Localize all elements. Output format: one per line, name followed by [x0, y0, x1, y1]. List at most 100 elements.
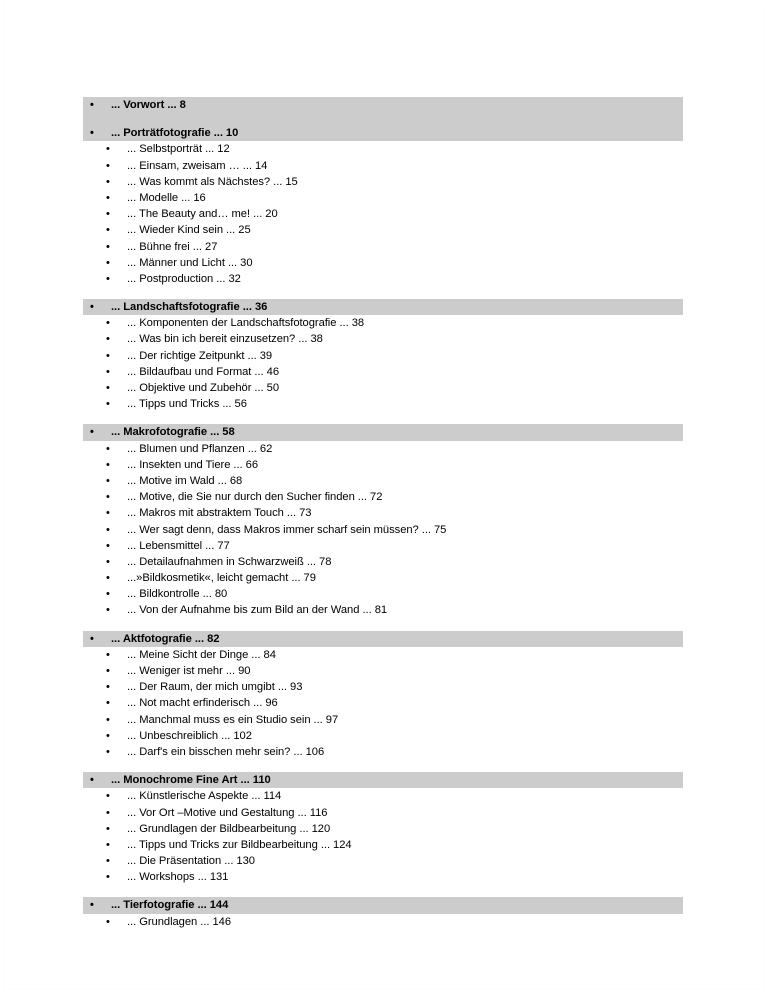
bullet-icon: •	[90, 899, 94, 912]
toc-entry-level2-label: ... Einsam, zweisam … ... 14	[127, 159, 268, 172]
bullet-icon: •	[106, 317, 110, 330]
toc-entry-level2[interactable]: • ... Komponenten der Landschaftsfotograf…	[83, 315, 683, 331]
toc-entry-level2-label: ... Lebensmittel ... 77	[127, 539, 230, 552]
section-highlight-band: • ... Tierfotografie ... 144	[83, 897, 683, 914]
toc-entry-level2-label: ... Postproduction ... 32	[127, 272, 241, 285]
toc-entry-level2-label: ... Vor Ort –Motive und Gestaltung ... 1…	[127, 806, 328, 819]
toc-entry-level2[interactable]: • ... Bildaufbau und Format ... 46	[83, 364, 683, 380]
toc-entry-level2-label: ... Modelle ... 16	[127, 191, 206, 204]
toc-entry-level2-label: ... Blumen und Pflanzen ... 62	[127, 442, 273, 455]
bullet-icon: •	[90, 301, 94, 314]
bullet-icon: •	[106, 745, 110, 758]
toc-entry-level2[interactable]: • ... Was kommt als Nächstes? ... 15	[83, 174, 683, 190]
toc-entry-level2[interactable]: • ... Meine Sicht der Dinge ... 84	[83, 647, 683, 663]
bullet-icon: •	[106, 507, 110, 520]
toc-entry-level2-label: ... Tipps und Tricks ... 56	[127, 398, 247, 411]
toc-entry-level2-label: ... Bühne frei ... 27	[127, 240, 218, 253]
toc-entry-level1[interactable]: • ... Landschaftsfotografie ... 36	[83, 299, 683, 315]
toc-entry-level2[interactable]: • ... Darf's ein bisschen mehr sein? ... …	[83, 744, 683, 760]
bullet-icon: •	[106, 915, 110, 928]
toc-entry-level2[interactable]: • ... Motive, die Sie nur durch den Suche…	[83, 489, 683, 505]
toc-entry-level2[interactable]: • ... Einsam, zweisam … ... 14	[83, 158, 683, 174]
toc-entry-level2[interactable]: • ... Was bin ich bereit einzusetzen? ...…	[83, 331, 683, 347]
toc-entry-level1-label: ... Landschaftsfotografie ... 36	[111, 301, 268, 314]
toc-entry-level2-label: ... Insekten und Tiere ... 66	[127, 458, 259, 471]
toc-entry-level2[interactable]: • ... Modelle ... 16	[83, 190, 683, 206]
toc-entry-level1[interactable]: • ... Vorwort ... 8	[83, 97, 683, 113]
toc-entry-level1[interactable]: • ... Tierfotografie ... 144	[83, 897, 683, 913]
toc-entry-level2-label: ... Der Raum, der mich umgibt ... 93	[127, 681, 303, 694]
toc-entry-level2[interactable]: • ... Lebensmittel ... 77	[83, 538, 683, 554]
toc-entry-level2-label: ... Darf's ein bisschen mehr sein? ... 1…	[127, 745, 325, 758]
toc-entry-level2[interactable]: • ... Insekten und Tiere ... 66	[83, 457, 683, 473]
toc-entry-level2[interactable]: • ... The Beauty and… me! ... 20	[83, 206, 683, 222]
bullet-icon: •	[106, 871, 110, 884]
section-gap	[83, 287, 683, 299]
toc-entry-level2[interactable]: • ... Künstlerische Aspekte ... 114	[83, 788, 683, 804]
toc-entry-level2[interactable]: • ... Manchmal muss es ein Studio sein ..…	[83, 712, 683, 728]
section-highlight-band: • ... Vorwort ... 8 • ... Porträtfotografie…	[83, 97, 683, 142]
toc-entry-level2[interactable]: • ... Die Präsentation ... 130	[83, 853, 683, 869]
bullet-icon: •	[106, 240, 110, 253]
toc-entry-level2-label: ... Unbeschreiblich ... 102	[127, 729, 252, 742]
bullet-icon: •	[106, 398, 110, 411]
toc-entry-level2[interactable]: • ... Vor Ort –Motive und Gestaltung ... …	[83, 805, 683, 821]
section-items: • ... Selbstporträt ... 12 • ... Einsam, zw…	[83, 141, 683, 299]
toc-entry-level2[interactable]: • ... Objektive und Zubehör ... 50	[83, 380, 683, 396]
toc-entry-level2-label: ... Manchmal muss es ein Studio sein ...…	[127, 713, 339, 726]
bullet-icon: •	[106, 604, 110, 617]
bullet-icon: •	[106, 349, 110, 362]
toc-entry-level2[interactable]: • ... Wieder Kind sein ... 25	[83, 222, 683, 238]
bullet-icon: •	[106, 365, 110, 378]
section-highlight-band: • ... Aktfotografie ... 82	[83, 630, 683, 647]
toc-entry-level2[interactable]: • ... Detailaufnahmen in Schwarzweiß ... …	[83, 554, 683, 570]
toc-section: •... Landschaftsfotografie ... 36 •... Ko…	[83, 299, 683, 424]
bullet-icon: •	[106, 697, 110, 710]
bullet-icon: •	[106, 159, 110, 172]
bullet-icon: •	[106, 855, 110, 868]
toc-entry-level2[interactable]: • ... Bühne frei ... 27	[83, 239, 683, 255]
toc-entry-level1[interactable]: • ... Porträtfotografie ... 10	[83, 125, 683, 141]
bullet-icon: •	[106, 256, 110, 269]
toc-entry-level2[interactable]: • ... Wer sagt denn, dass Makros immer sc…	[83, 522, 683, 538]
toc-entry-level2-label: ... Künstlerische Aspekte ... 114	[127, 790, 282, 803]
bullet-icon: •	[106, 555, 110, 568]
bullet-icon: •	[106, 143, 110, 156]
toc-entry-level2[interactable]: • ... Tipps und Tricks ... 56	[83, 396, 683, 412]
bullet-icon: •	[106, 729, 110, 742]
toc-entry-level2[interactable]: • ...»Bildkosmetik«, leicht gemacht ... 7…	[83, 570, 683, 586]
bullet-icon: •	[106, 458, 110, 471]
toc-entry-level2-label: ... Bildaufbau und Format ... 46	[127, 365, 280, 378]
toc-entry-level2-label: ... Motive, die Sie nur durch den Sucher…	[127, 491, 383, 504]
bullet-icon: •	[106, 713, 110, 726]
bullet-icon: •	[106, 790, 110, 803]
toc-entry-level1[interactable]: • ... Makrofotografie ... 58	[83, 424, 683, 440]
toc-entry-level2[interactable]: • ... Blumen und Pflanzen ... 62	[83, 441, 683, 457]
toc-entry-level2[interactable]: • ... Tipps und Tricks zur Bildbearbeitun…	[83, 837, 683, 853]
section-gap	[83, 412, 683, 424]
toc-entry-level2-label: ... Motive im Wald ... 68	[127, 474, 243, 487]
toc-entry-level2[interactable]: • ... Der Raum, der mich umgibt ... 93	[83, 679, 683, 695]
section-highlight-band: • ... Landschaftsfotografie ... 36	[83, 299, 683, 316]
toc-entry-level2[interactable]: • ... Weniger ist mehr ... 90	[83, 663, 683, 679]
toc-entry-level2[interactable]: • ... Bildkontrolle ... 80	[83, 586, 683, 602]
toc-entry-level2[interactable]: • ... Postproduction ... 32	[83, 271, 683, 287]
bullet-icon: •	[90, 99, 94, 111]
toc-entry-level1[interactable]: • ... Monochrome Fine Art ... 110	[83, 772, 683, 788]
toc-entry-level2[interactable]: • ... Motive im Wald ... 68	[83, 473, 683, 489]
bullet-icon: •	[106, 523, 110, 536]
toc-entry-level2[interactable]: • ... Grundlagen ... 146	[83, 914, 683, 930]
toc-entry-level2[interactable]: • ... Grundlagen der Bildbearbeitung ... …	[83, 821, 683, 837]
toc-entry-level2[interactable]: • ... Not macht erfinderisch ... 96	[83, 695, 683, 711]
toc-entry-level2[interactable]: • ... Makros mit abstraktem Touch ... 73	[83, 505, 683, 521]
toc-entry-level2[interactable]: • ... Von der Aufnahme bis zum Bild an de…	[83, 602, 683, 618]
toc-entry-level2[interactable]: • ... Der richtige Zeitpunkt ... 39	[83, 348, 683, 364]
document-page: •... Vorwort ... 8 •... Porträtfotografie…	[3, 3, 764, 990]
bullet-icon: •	[106, 191, 110, 204]
toc-entry-level2-label: ... Workshops ... 131	[127, 871, 229, 884]
toc-entry-level2[interactable]: • ... Selbstporträt ... 12	[83, 141, 683, 157]
toc-entry-level2[interactable]: • ... Unbeschreiblich ... 102	[83, 728, 683, 744]
toc-entry-level1[interactable]: • ... Aktfotografie ... 82	[83, 631, 683, 647]
toc-entry-level2[interactable]: • ... Workshops ... 131	[83, 869, 683, 885]
toc-entry-level2[interactable]: • ... Männer und Licht ... 30	[83, 255, 683, 271]
